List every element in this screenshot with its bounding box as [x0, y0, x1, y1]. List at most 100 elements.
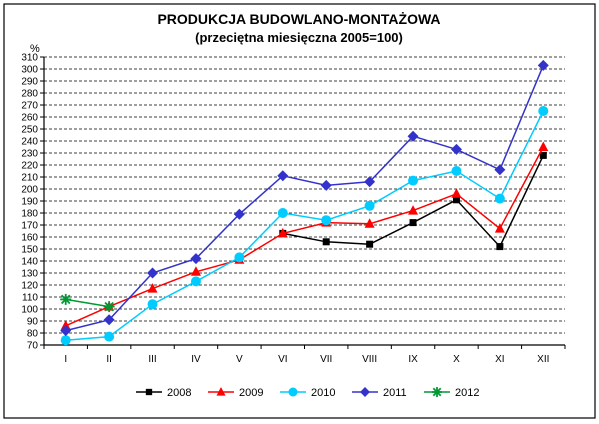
data-point-2012	[103, 301, 115, 313]
data-point-2011	[407, 130, 419, 142]
legend-label: 2008	[167, 387, 191, 399]
y-tick-label: 310	[21, 53, 38, 64]
gridlines	[44, 56, 565, 334]
y-tick-label: 200	[21, 185, 38, 196]
chart-frame	[3, 3, 596, 419]
data-point-2011	[494, 164, 506, 176]
data-point-2011	[277, 170, 289, 182]
legend-item-2012: 2012	[424, 387, 479, 399]
data-point-2010	[364, 200, 375, 211]
data-point-2010	[234, 252, 245, 263]
x-tick-label: VI	[278, 354, 287, 365]
legend-item-2011: 2011	[352, 387, 407, 399]
legend-marker-2011	[360, 387, 370, 397]
data-point-2008	[322, 238, 330, 246]
data-point-2009	[538, 141, 549, 151]
y-tick-label: 300	[21, 65, 38, 76]
series-group	[60, 59, 549, 346]
legend-label: 2010	[311, 387, 335, 399]
data-point-2010	[277, 208, 288, 218]
y-tick-label: 170	[21, 221, 38, 232]
y-tick-label: 230	[21, 149, 38, 160]
legend-label: 2011	[383, 387, 407, 399]
legend: 2008 2009 2010 2011 2012	[136, 387, 479, 399]
legend-label: 2012	[455, 387, 479, 399]
x-tick-label: V	[236, 354, 243, 365]
y-tick-label: 190	[21, 197, 38, 208]
x-tick-label: I	[64, 354, 67, 365]
y-tick-label: 260	[21, 113, 38, 124]
x-tick-label: XI	[495, 354, 504, 365]
data-point-2011	[147, 267, 159, 279]
data-point-2011	[103, 314, 115, 326]
series-2012	[60, 293, 115, 313]
legend-marker-2008	[145, 388, 153, 396]
data-point-2010	[147, 299, 158, 310]
data-point-2009	[451, 188, 462, 198]
y-tick-label: 140	[21, 257, 38, 268]
chart-subtitle: (przeciętna miesięczna 2005=100)	[195, 30, 403, 45]
data-point-2008	[409, 219, 417, 227]
y-tick-label: 70	[27, 341, 39, 352]
legend-label: 2009	[239, 387, 263, 399]
y-tick-label: 110	[22, 293, 38, 304]
x-tick-label: IV	[191, 354, 201, 365]
y-tick-label: 90	[27, 317, 39, 328]
series-2011	[60, 59, 549, 337]
data-point-2010	[494, 193, 505, 204]
x-tick-label: XII	[537, 354, 549, 365]
y-tick-label: 290	[21, 77, 38, 88]
data-point-2009	[147, 283, 158, 293]
data-point-2009	[364, 218, 375, 228]
y-tick-label: 220	[21, 161, 38, 172]
legend-item-2009: 2009	[208, 387, 263, 399]
x-tick-label: VIII	[362, 354, 377, 365]
data-point-2008	[539, 151, 547, 159]
data-point-2008	[496, 243, 504, 251]
y-tick-label: 160	[21, 233, 38, 244]
chart-title: PRODUKCJA BUDOWLANO-MONTAŻOWA	[157, 11, 440, 27]
series-line-2012	[65, 298, 110, 308]
series-line-2010	[65, 110, 544, 341]
legend-item-2008: 2008	[136, 387, 191, 399]
data-point-2011	[320, 179, 332, 191]
y-axis-label: %	[30, 43, 40, 55]
y-tick-label: 270	[21, 101, 38, 112]
data-point-2011	[190, 253, 202, 265]
legend-marker-2010	[288, 387, 298, 397]
data-point-2011	[537, 59, 549, 71]
y-tick-label: 180	[21, 209, 38, 220]
data-point-2008	[452, 196, 460, 204]
data-point-2011	[233, 208, 245, 220]
x-tick-label: VII	[320, 354, 332, 365]
data-point-2011	[364, 176, 376, 188]
data-point-2011	[60, 325, 72, 337]
series-line-2011	[65, 65, 544, 332]
y-tick-label: 240	[21, 137, 38, 148]
legend-item-2010: 2010	[280, 387, 335, 399]
data-point-2010	[60, 335, 71, 346]
data-point-2012	[60, 293, 72, 305]
data-point-2011	[450, 143, 462, 155]
data-point-2010	[538, 106, 549, 116]
x-tick-label: X	[453, 354, 460, 365]
legend-marker-2009	[216, 387, 226, 396]
data-point-2009	[408, 205, 419, 215]
data-point-2010	[104, 331, 115, 342]
x-tick-label: III	[148, 354, 156, 365]
series-2010	[60, 106, 549, 346]
y-tick-label: 150	[21, 245, 38, 256]
y-tick-label: 250	[21, 125, 38, 136]
data-point-2010	[321, 215, 332, 226]
data-point-2009	[494, 223, 505, 233]
data-point-2009	[277, 227, 288, 238]
data-point-2009	[60, 320, 71, 330]
x-tick-label: IX	[408, 354, 418, 365]
y-tick-label: 210	[21, 173, 38, 184]
y-tick-label: 130	[21, 269, 38, 280]
data-point-2010	[190, 276, 201, 287]
data-point-2009	[190, 266, 201, 276]
data-point-2008	[366, 240, 374, 248]
x-tick-label: II	[106, 354, 112, 365]
